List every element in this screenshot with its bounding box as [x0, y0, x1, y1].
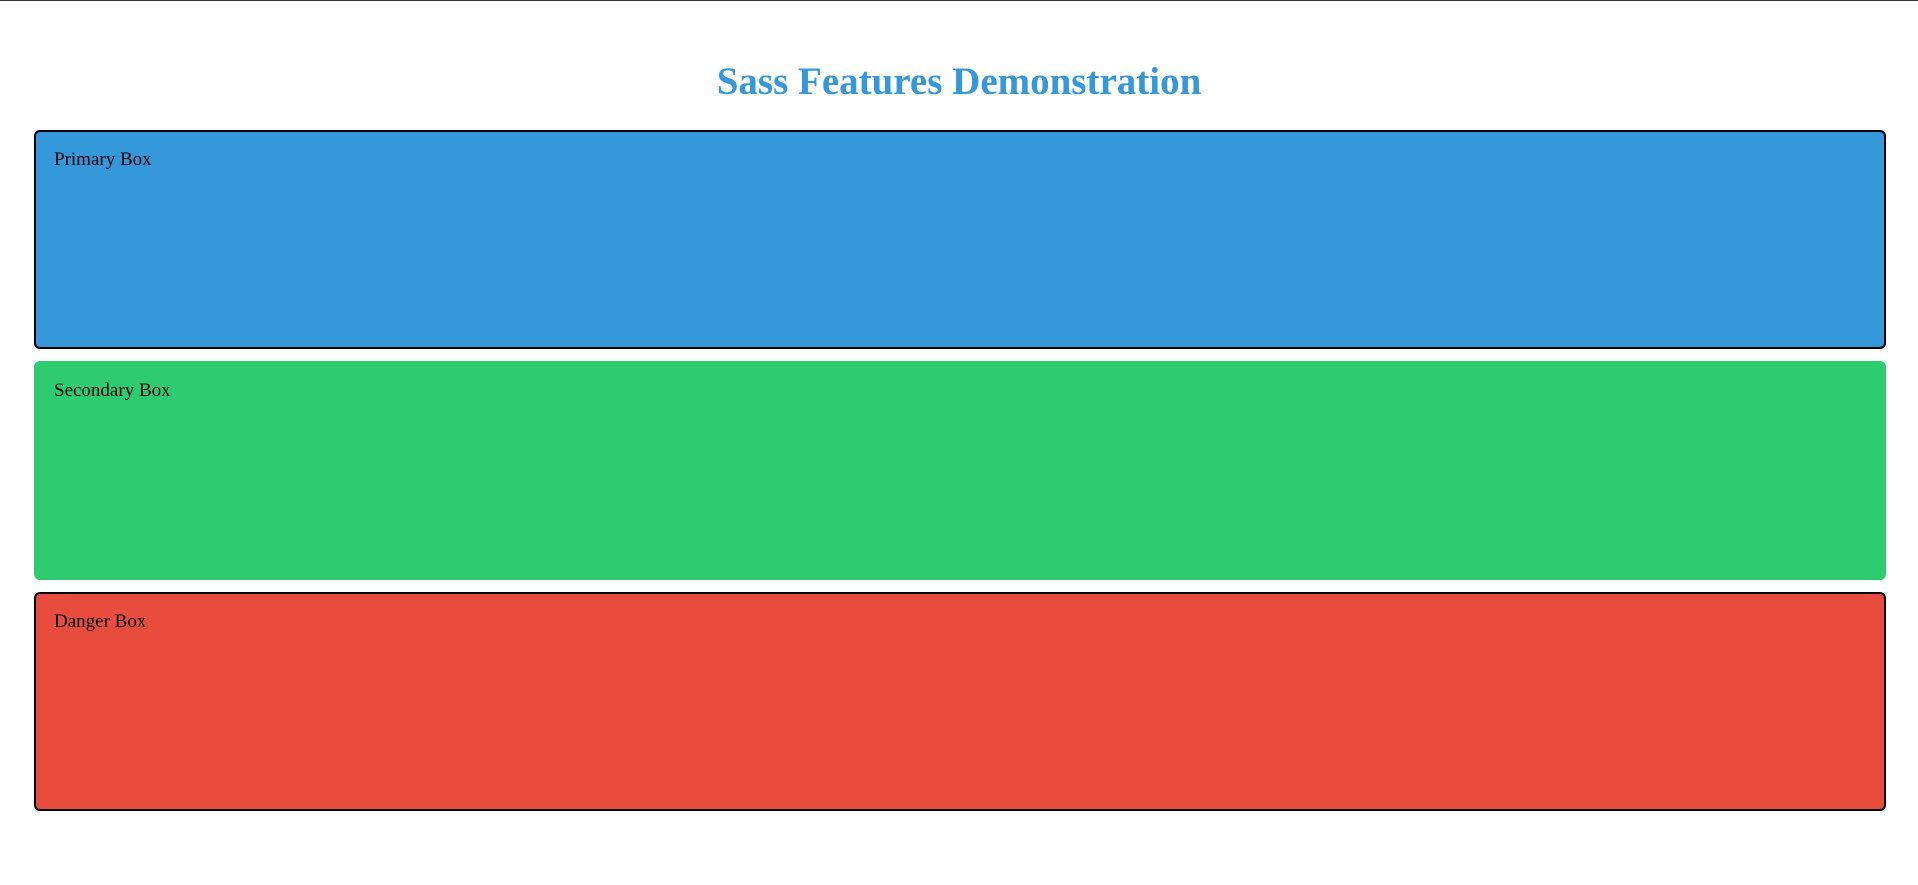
primary-box: Primary Box [34, 130, 1886, 349]
primary-box-label: Primary Box [54, 149, 152, 170]
page-title: Sass Features Demonstration [716, 60, 1202, 103]
danger-box-label: Danger Box [54, 611, 147, 632]
secondary-box: Secondary Box [34, 361, 1886, 580]
top-divider [0, 0, 1918, 1]
secondary-box-label: Secondary Box [54, 380, 171, 401]
danger-box: Danger Box [34, 592, 1886, 811]
